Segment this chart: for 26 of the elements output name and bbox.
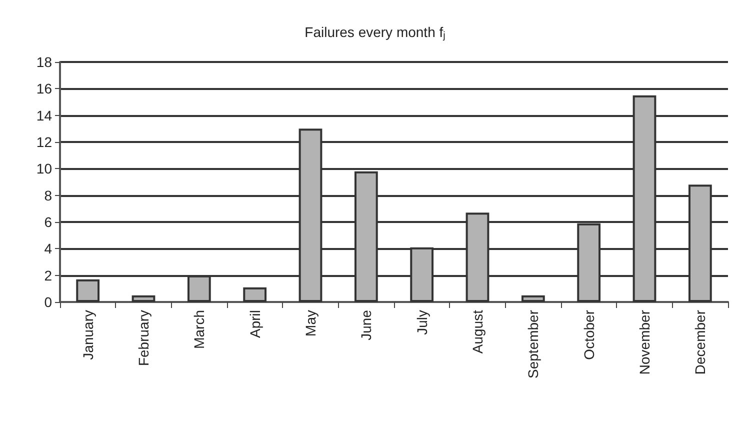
y-tick-label: 18 — [36, 54, 52, 70]
y-tick-label: 4 — [44, 240, 52, 257]
bar — [132, 295, 156, 302]
x-tick-label: March — [191, 310, 208, 349]
y-tick-label: 0 — [44, 294, 52, 310]
x-tick-label: July — [414, 310, 430, 335]
x-tick-label: October — [580, 310, 597, 360]
x-tick-label: April — [246, 310, 263, 338]
y-tick-label: 6 — [44, 214, 52, 230]
x-tick-label: February — [136, 310, 152, 366]
x-tick-label: September — [525, 310, 542, 378]
bar — [76, 279, 100, 302]
y-tick-label: 2 — [44, 267, 52, 284]
x-tick-label: December — [692, 310, 708, 375]
y-tick-label: 14 — [36, 107, 52, 124]
x-tick-label: January — [80, 310, 96, 360]
bar — [521, 295, 545, 302]
x-tick-label: June — [358, 310, 374, 340]
y-tick-label: 12 — [36, 134, 52, 150]
y-tick-label: 8 — [44, 187, 52, 204]
x-tick-label: May — [302, 310, 318, 336]
y-tick-label: 10 — [36, 160, 52, 177]
y-tick-label: 16 — [36, 80, 52, 97]
bar — [243, 287, 267, 302]
x-tick-label: August — [470, 310, 486, 354]
x-tick-label: November — [636, 310, 652, 375]
